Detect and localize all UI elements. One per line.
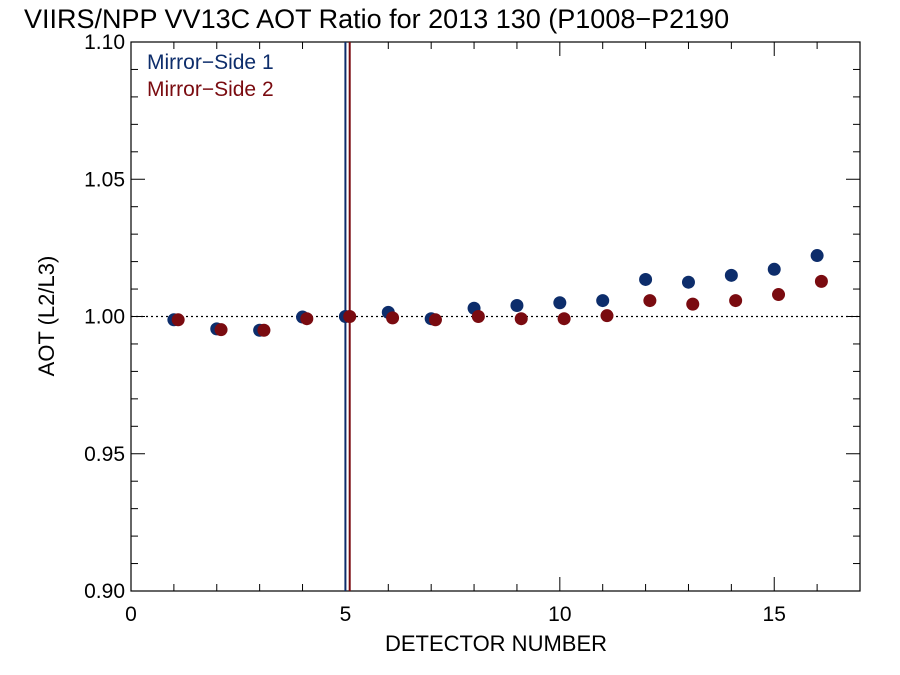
series-2-point (428, 313, 442, 327)
series-1-point (810, 249, 824, 263)
x-axis-label: DETECTOR NUMBER (385, 631, 607, 656)
y-tick-label: 1.00 (84, 306, 125, 329)
series-2-point (772, 288, 786, 302)
series-2-point (600, 309, 614, 323)
series-1-point (767, 262, 781, 276)
series-2-point (557, 312, 571, 326)
series-1-point (553, 296, 567, 310)
x-tick-label: 0 (125, 603, 137, 626)
series-1-point (596, 294, 610, 308)
series-2-point (729, 294, 743, 308)
series-2-point (343, 310, 357, 323)
series-2-point (471, 310, 485, 323)
series-2-point (300, 312, 314, 326)
series-1-point (510, 299, 524, 313)
y-tick-label: 0.90 (84, 580, 125, 603)
y-tick-label: 1.05 (84, 168, 125, 191)
series-2-point (257, 323, 271, 337)
y-axis-label: AOT (L2/L3) (34, 256, 59, 377)
plot-area: 0.90 0.95 1.00 1.05 1.10 0 5 10 15 Mirror−Side 1 M… (84, 31, 861, 626)
x-tick-label: 5 (340, 603, 352, 626)
plot-frame (130, 41, 861, 592)
series-1-point (639, 272, 653, 286)
series-2-point (643, 294, 657, 308)
y-tick-label: 1.10 (84, 31, 125, 54)
series-2-point (171, 313, 185, 327)
x-tick-label: 10 (548, 603, 571, 626)
series-2-point (686, 297, 700, 311)
series-2-point (214, 323, 228, 337)
series-2-point (386, 311, 400, 325)
y-tick-label: 0.95 (84, 443, 125, 466)
x-tick-label: 15 (763, 603, 786, 626)
legend-entry-2: Mirror−Side 2 (147, 78, 274, 101)
series-1-point (681, 275, 695, 289)
legend-entry-1: Mirror−Side 1 (147, 51, 274, 74)
chart-title: VIIRS/NPP VV13C AOT Ratio for 2013 130 (… (24, 4, 729, 34)
series-2-point (814, 274, 828, 288)
series-1-point (724, 268, 738, 282)
series-2-point (514, 312, 528, 326)
